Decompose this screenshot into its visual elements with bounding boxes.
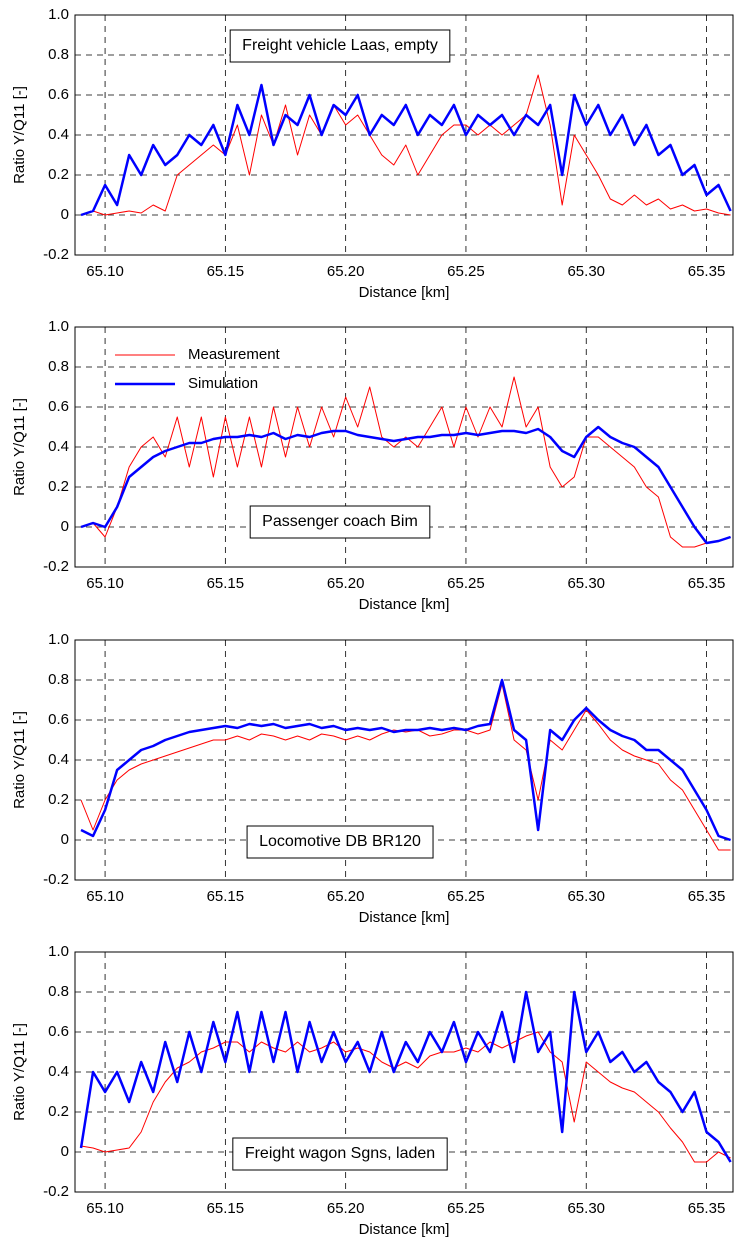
data-line — [80, 678, 731, 842]
y-tick-label: 0.8 — [48, 983, 69, 1000]
y-tick-label: 0 — [61, 831, 69, 848]
y-tick-label: 0.4 — [48, 751, 69, 768]
y-tick-label: 0.2 — [48, 478, 69, 495]
annotation-box — [249, 505, 431, 539]
plot-frame — [74, 951, 734, 1193]
y-axis-label: Ratio Y/Q11 [-] — [11, 398, 28, 496]
y-tick-label: 0.2 — [48, 791, 69, 808]
y-tick-label: 0.8 — [48, 671, 69, 688]
y-tick-label: 0.4 — [48, 126, 69, 143]
y-axis-label: Ratio Y/Q11 [-] — [11, 1023, 28, 1121]
y-tick-label: 0.6 — [48, 1023, 69, 1040]
legend-label: Simulation — [188, 375, 258, 392]
y-tick-label: 1.0 — [48, 6, 69, 23]
x-tick-label: 65.25 — [447, 263, 485, 280]
x-tick-label: 65.30 — [567, 888, 605, 905]
x-tick-label: 65.35 — [688, 888, 726, 905]
annotation: Locomotive DB BR120 — [246, 825, 434, 859]
y-tick-label: 0.6 — [48, 86, 69, 103]
y-axis-label: Ratio Y/Q11 [-] — [11, 86, 28, 184]
y-tick-label: 1.0 — [48, 631, 69, 648]
annotation-box — [232, 1137, 448, 1171]
x-tick-label: 65.35 — [688, 1200, 726, 1217]
x-tick-label: 65.15 — [207, 888, 245, 905]
annotation: Freight wagon Sgns, laden — [232, 1137, 448, 1171]
data-line — [79, 990, 732, 1163]
x-tick-label: 65.35 — [688, 263, 726, 280]
y-tick-label: -0.2 — [43, 246, 69, 263]
x-tick-label: 65.20 — [327, 1200, 365, 1217]
data-line — [80, 425, 731, 545]
y-tick-label: 0.6 — [48, 711, 69, 728]
data-line — [80, 83, 732, 217]
x-tick-label: 65.20 — [327, 263, 365, 280]
y-tick-label: 0.8 — [48, 358, 69, 375]
plot-frame — [74, 326, 734, 568]
annotation: Freight vehicle Laas, empty — [229, 29, 451, 63]
x-tick-label: 65.25 — [447, 888, 485, 905]
legend-label: Measurement — [188, 346, 281, 363]
x-axis-label: Distance [km] — [359, 909, 450, 926]
x-tick-label: 65.10 — [86, 575, 124, 592]
x-axis-label: Distance [km] — [359, 284, 450, 301]
x-tick-label: 65.15 — [207, 263, 245, 280]
x-tick-label: 65.30 — [567, 263, 605, 280]
x-tick-label: 65.20 — [327, 575, 365, 592]
x-tick-label: 65.15 — [207, 1200, 245, 1217]
data-line — [80, 1031, 731, 1163]
annotation-box — [229, 29, 451, 63]
y-tick-label: -0.2 — [43, 558, 69, 575]
y-tick-label: 0 — [61, 1143, 69, 1160]
y-tick-label: 0.2 — [48, 1103, 69, 1120]
y-tick-label: 1.0 — [48, 318, 69, 335]
x-tick-label: 65.10 — [86, 1200, 124, 1217]
y-tick-label: -0.2 — [43, 1183, 69, 1200]
x-tick-label: 65.15 — [207, 575, 245, 592]
data-line — [80, 74, 731, 216]
x-tick-label: 65.10 — [86, 888, 124, 905]
plot-frame — [74, 639, 734, 881]
x-tick-label: 65.10 — [86, 263, 124, 280]
x-axis-label: Distance [km] — [359, 1221, 450, 1238]
annotation-text: Locomotive DB BR120 — [259, 833, 421, 850]
x-tick-label: 65.30 — [567, 575, 605, 592]
x-tick-label: 65.30 — [567, 1200, 605, 1217]
plot-frame — [74, 14, 734, 256]
y-axis-label: Ratio Y/Q11 [-] — [11, 711, 28, 809]
y-tick-label: 0.6 — [48, 398, 69, 415]
annotation-text: Freight vehicle Laas, empty — [242, 37, 438, 54]
y-tick-label: 0.2 — [48, 166, 69, 183]
y-tick-label: 0.8 — [48, 46, 69, 63]
y-tick-label: 0.4 — [48, 438, 69, 455]
x-tick-label: 65.35 — [688, 575, 726, 592]
annotation-box — [246, 825, 434, 859]
data-line — [80, 683, 731, 851]
x-axis-label: Distance [km] — [359, 596, 450, 613]
y-tick-label: -0.2 — [43, 871, 69, 888]
x-tick-label: 65.25 — [447, 575, 485, 592]
data-line — [80, 376, 731, 548]
y-tick-label: 0 — [61, 206, 69, 223]
y-tick-label: 1.0 — [48, 943, 69, 960]
x-tick-label: 65.20 — [327, 888, 365, 905]
annotation-text: Freight wagon Sgns, laden — [245, 1145, 435, 1162]
x-tick-label: 65.25 — [447, 1200, 485, 1217]
y-tick-label: 0 — [61, 518, 69, 535]
annotation-text: Passenger coach Bim — [262, 513, 418, 530]
y-tick-label: 0.4 — [48, 1063, 69, 1080]
annotation: Passenger coach Bim — [249, 505, 431, 539]
